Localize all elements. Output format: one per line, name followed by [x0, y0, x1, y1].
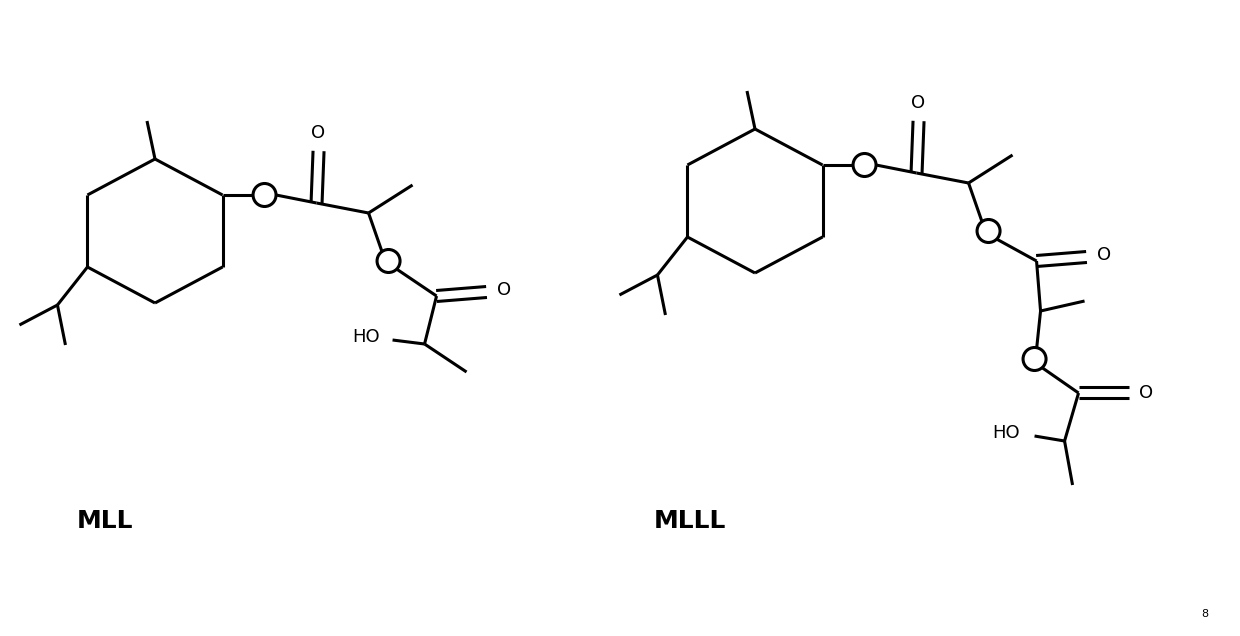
Circle shape [853, 153, 875, 177]
Circle shape [377, 249, 401, 272]
Text: 8: 8 [1202, 609, 1209, 619]
Text: O: O [497, 281, 512, 299]
Text: O: O [911, 94, 925, 112]
Text: O: O [311, 124, 326, 142]
Circle shape [253, 184, 277, 207]
Text: HO: HO [352, 328, 381, 346]
Text: HO: HO [993, 424, 1021, 442]
Circle shape [1023, 347, 1047, 371]
Circle shape [977, 219, 999, 242]
Text: O: O [1097, 246, 1111, 264]
Text: MLLL: MLLL [653, 509, 727, 533]
Text: O: O [1140, 384, 1153, 402]
Text: MLL: MLL [77, 509, 133, 533]
